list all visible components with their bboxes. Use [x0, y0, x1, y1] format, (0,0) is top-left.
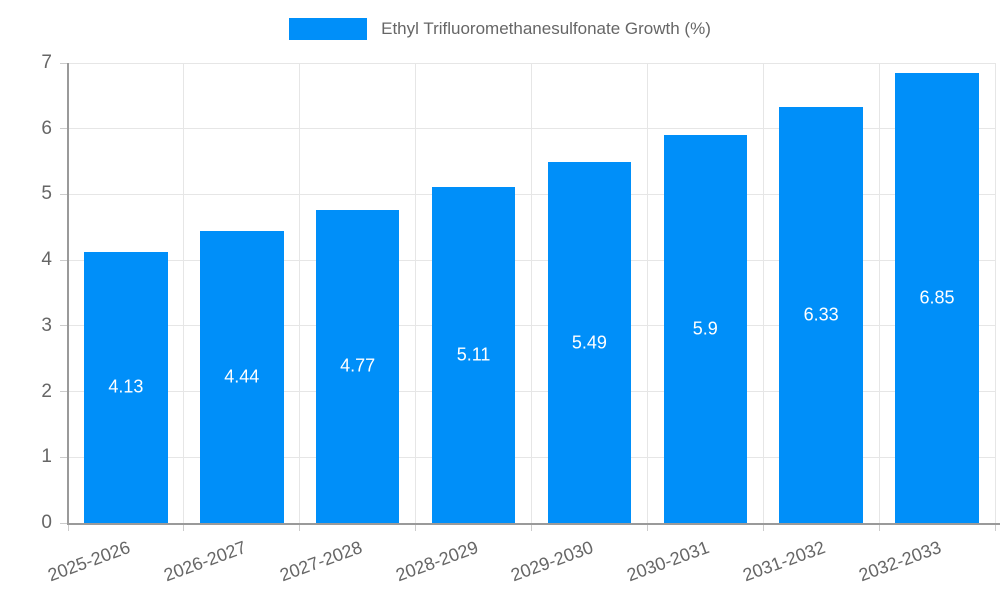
y-axis-label: 0 [41, 512, 52, 533]
bar-value-label: 4.13 [108, 376, 144, 397]
gridline-vertical [531, 63, 532, 523]
bar-value-label: 5.11 [456, 344, 491, 365]
bar-value-label: 5.49 [571, 332, 607, 353]
bar [895, 72, 979, 523]
y-axis-label: 4 [41, 249, 52, 271]
y-axis-tick [60, 62, 68, 64]
x-axis-tick [299, 523, 301, 531]
gridline-vertical [415, 63, 417, 523]
x-axis-tick [762, 523, 764, 531]
gridline-vertical [994, 63, 996, 523]
y-axis-tick [60, 522, 68, 524]
x-axis-label: 2029-2030 [508, 537, 597, 586]
y-axis-label: 2 [41, 380, 52, 402]
x-axis-label: 2027-2028 [276, 537, 365, 586]
bar [200, 231, 284, 523]
legend: Ethyl Trifluoromethanesulfonate Growth (… [0, 18, 1000, 40]
y-axis-label: 1 [41, 446, 52, 468]
bar-value-label: 5.9 [692, 318, 718, 339]
bar [431, 187, 516, 523]
y-axis-tick [60, 325, 68, 327]
y-axis-tick [60, 193, 68, 195]
bar [663, 135, 748, 523]
y-axis-line [67, 63, 69, 525]
x-axis-tick [646, 523, 648, 531]
x-axis-tick [415, 523, 417, 531]
bar [547, 162, 632, 523]
bar-value-label: 6.33 [803, 304, 839, 325]
gridline-vertical [646, 63, 648, 523]
y-axis-label: 5 [41, 183, 52, 205]
bar [84, 251, 168, 523]
gridline-vertical [762, 63, 764, 523]
gridline-vertical [299, 63, 301, 523]
y-axis-tick [60, 259, 68, 261]
y-axis-label: 7 [41, 52, 52, 73]
bar-value-label: 6.85 [919, 287, 955, 308]
x-axis-label: 2028-2029 [392, 537, 481, 586]
y-axis-tick [60, 128, 68, 130]
x-axis-tick [878, 523, 880, 531]
y-axis-label: 6 [41, 117, 52, 139]
y-axis-tick [60, 391, 68, 393]
x-axis-tick [183, 523, 185, 531]
bar-value-label: 4.77 [340, 355, 376, 376]
bar [779, 107, 863, 523]
x-axis-label: 2032-2033 [856, 537, 944, 586]
x-axis-line [67, 523, 1000, 525]
x-axis-tick [531, 523, 532, 531]
bar [315, 209, 400, 523]
x-axis-label: 2026-2027 [160, 537, 249, 586]
x-axis-tick [67, 523, 69, 531]
x-axis-label: 2025-2026 [45, 537, 133, 586]
y-axis-tick [60, 456, 68, 458]
x-axis-tick [994, 523, 996, 531]
legend-swatch-icon [289, 18, 368, 40]
legend-label: Ethyl Trifluoromethanesulfonate Growth (… [381, 19, 711, 38]
gridline-vertical [183, 63, 185, 523]
x-axis-label: 2031-2032 [740, 537, 829, 586]
legend-item[interactable]: Ethyl Trifluoromethanesulfonate Growth (… [289, 18, 711, 40]
x-axis-label: 2030-2031 [624, 537, 713, 586]
y-axis-label: 3 [41, 314, 52, 336]
gridline-vertical [878, 63, 880, 523]
bar-value-label: 4.44 [224, 366, 260, 387]
